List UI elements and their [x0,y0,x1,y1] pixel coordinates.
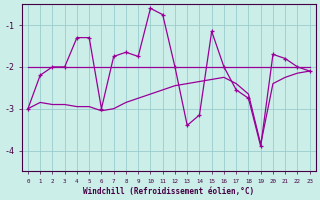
X-axis label: Windchill (Refroidissement éolien,°C): Windchill (Refroidissement éolien,°C) [83,187,254,196]
